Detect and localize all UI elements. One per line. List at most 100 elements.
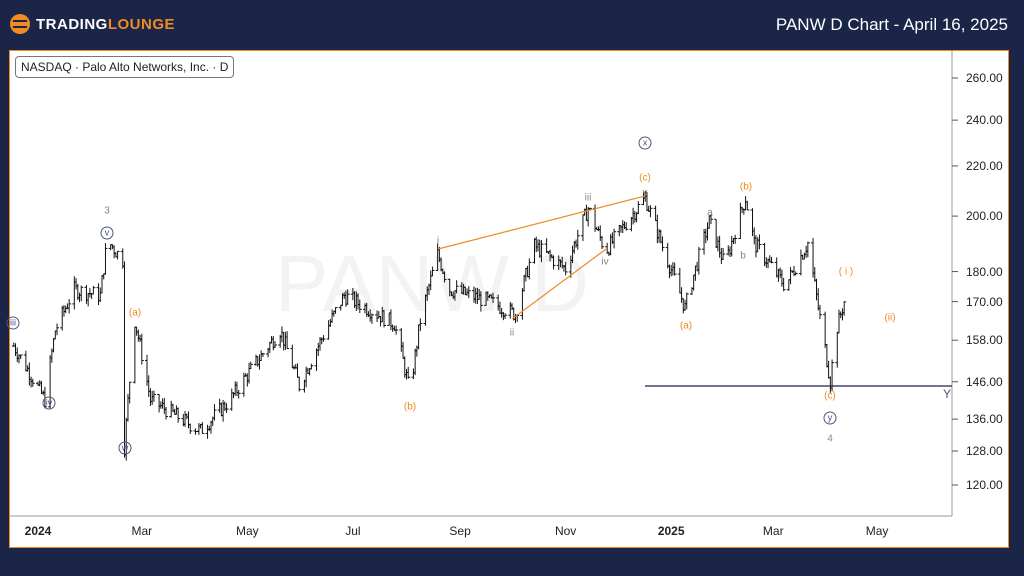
wave-label: 3 (104, 205, 110, 217)
wave-label: (b) (403, 401, 417, 413)
ohlc-bar (297, 376, 302, 392)
ohlc-bar (188, 423, 193, 435)
ohlc-bar (624, 222, 629, 231)
chart-panel (9, 50, 1009, 548)
ohlc-bar (290, 344, 295, 369)
wave-label: 4 (827, 433, 833, 445)
wave-label: (c) (824, 390, 836, 402)
ohlc-bar (520, 288, 525, 320)
y-tick-label: 240.00 (966, 113, 1003, 128)
wave-label: b (740, 250, 746, 262)
wedge-lower-line (511, 248, 607, 320)
ohlc-bar (563, 261, 568, 276)
ohlc-bar (842, 301, 847, 316)
ohlc-bar (696, 246, 701, 275)
ohlc-bar (805, 241, 810, 258)
y-tick-label: 120.00 (966, 478, 1003, 492)
y-tick-label: 220.00 (966, 158, 1003, 173)
wave-label: v (100, 226, 114, 240)
y-tick-label: 128.00 (966, 444, 1003, 459)
ohlc-bar (115, 250, 120, 260)
y-tick-label: 200.00 (966, 209, 1003, 224)
ohlc-bar (151, 390, 156, 402)
x-tick-label: 2024 (24, 524, 52, 538)
ohlc-bar (835, 331, 840, 368)
wave-label: (c) (639, 172, 651, 184)
ohlc-bar (636, 201, 641, 215)
ohlc-bar (309, 363, 314, 370)
y-tick-label: 260.00 (966, 70, 1003, 85)
ohlc-bar (338, 304, 343, 311)
ohlc-bar (285, 331, 290, 350)
wave-label: ( i ) (838, 266, 854, 278)
ohlc-bar (798, 249, 803, 276)
ohlc-bar (466, 286, 471, 299)
ohlc-bar (527, 258, 532, 280)
ohlc-bar (127, 381, 132, 404)
ohlc-bar (648, 205, 653, 218)
ohlc-bar (91, 285, 96, 295)
x-tick-label: Sep (449, 524, 471, 538)
ohlc-bar (551, 255, 556, 270)
ohlc-bar (200, 422, 205, 434)
wave-label: v (642, 187, 648, 199)
x-tick-label: May (235, 524, 259, 538)
ohlc-bar (793, 271, 798, 276)
ohlc-bar (229, 388, 234, 411)
wave-label: x (638, 136, 652, 150)
wave-label: w (118, 441, 132, 455)
wave-label: a (707, 207, 713, 219)
wave-label: y (823, 411, 837, 425)
ohlc-bar (544, 238, 549, 253)
logo: TRADING LOUNGE (10, 14, 175, 34)
ohlc-bar (164, 406, 169, 420)
ohlc-bar (503, 313, 508, 319)
ohlc-bar (67, 299, 72, 314)
logo-icon (10, 14, 30, 34)
ohlc-bar (599, 235, 604, 250)
y-tick-label: 136.00 (966, 412, 1003, 427)
ohlc-bar (345, 289, 350, 305)
ohlc-bar (248, 361, 253, 370)
ohlc-bar (817, 304, 822, 320)
ohlc-bar (18, 354, 23, 360)
x-tick-label: Mar (131, 524, 153, 538)
ohlc-bar (321, 335, 326, 342)
ohlc-bar (745, 200, 750, 211)
logo-text-accent: LOUNGE (107, 15, 175, 33)
chart-title: PANW D Chart - April 16, 2025 (775, 15, 1008, 34)
symbol-badge: NASDAQ · Palo Alto Networks, Inc. · D (15, 56, 235, 78)
x-tick-label: 2025 (657, 524, 685, 538)
ohlc-bar (478, 291, 483, 312)
support-line-label: Y (942, 387, 952, 401)
ohlc-bar (539, 240, 544, 263)
ohlc-bar (369, 313, 374, 324)
ohlc-bar (139, 333, 144, 365)
ohlc-bar (575, 229, 580, 250)
ohlc-bar (418, 318, 423, 332)
wave-label: (b) (739, 181, 753, 193)
x-tick-label: Nov (554, 524, 577, 538)
watermark: PANW D (275, 239, 590, 328)
wave-label: (a) (128, 307, 142, 319)
x-tick-label: Mar (762, 524, 784, 538)
wave-label: i (436, 235, 440, 247)
ohlc-bar (781, 277, 786, 292)
ohlc-bar (103, 243, 108, 275)
wave-label: (a) (679, 320, 693, 332)
ohlc-bar (333, 307, 338, 314)
ohlc-bar (55, 323, 60, 336)
ohlc-bar (176, 407, 181, 423)
ohlc-bar (580, 214, 585, 242)
ohlc-bar (442, 271, 447, 283)
ohlc-bar (406, 366, 411, 379)
ohlc-bar (273, 341, 278, 348)
y-tick-label: 180.00 (966, 264, 1003, 279)
y-tick-label: 158.00 (966, 333, 1003, 348)
y-tick-label: 146.00 (966, 374, 1003, 389)
ohlc-bar (733, 234, 738, 244)
ohlc-bar (224, 403, 229, 413)
ohlc-bar (430, 266, 435, 277)
ohlc-bar (708, 214, 713, 225)
